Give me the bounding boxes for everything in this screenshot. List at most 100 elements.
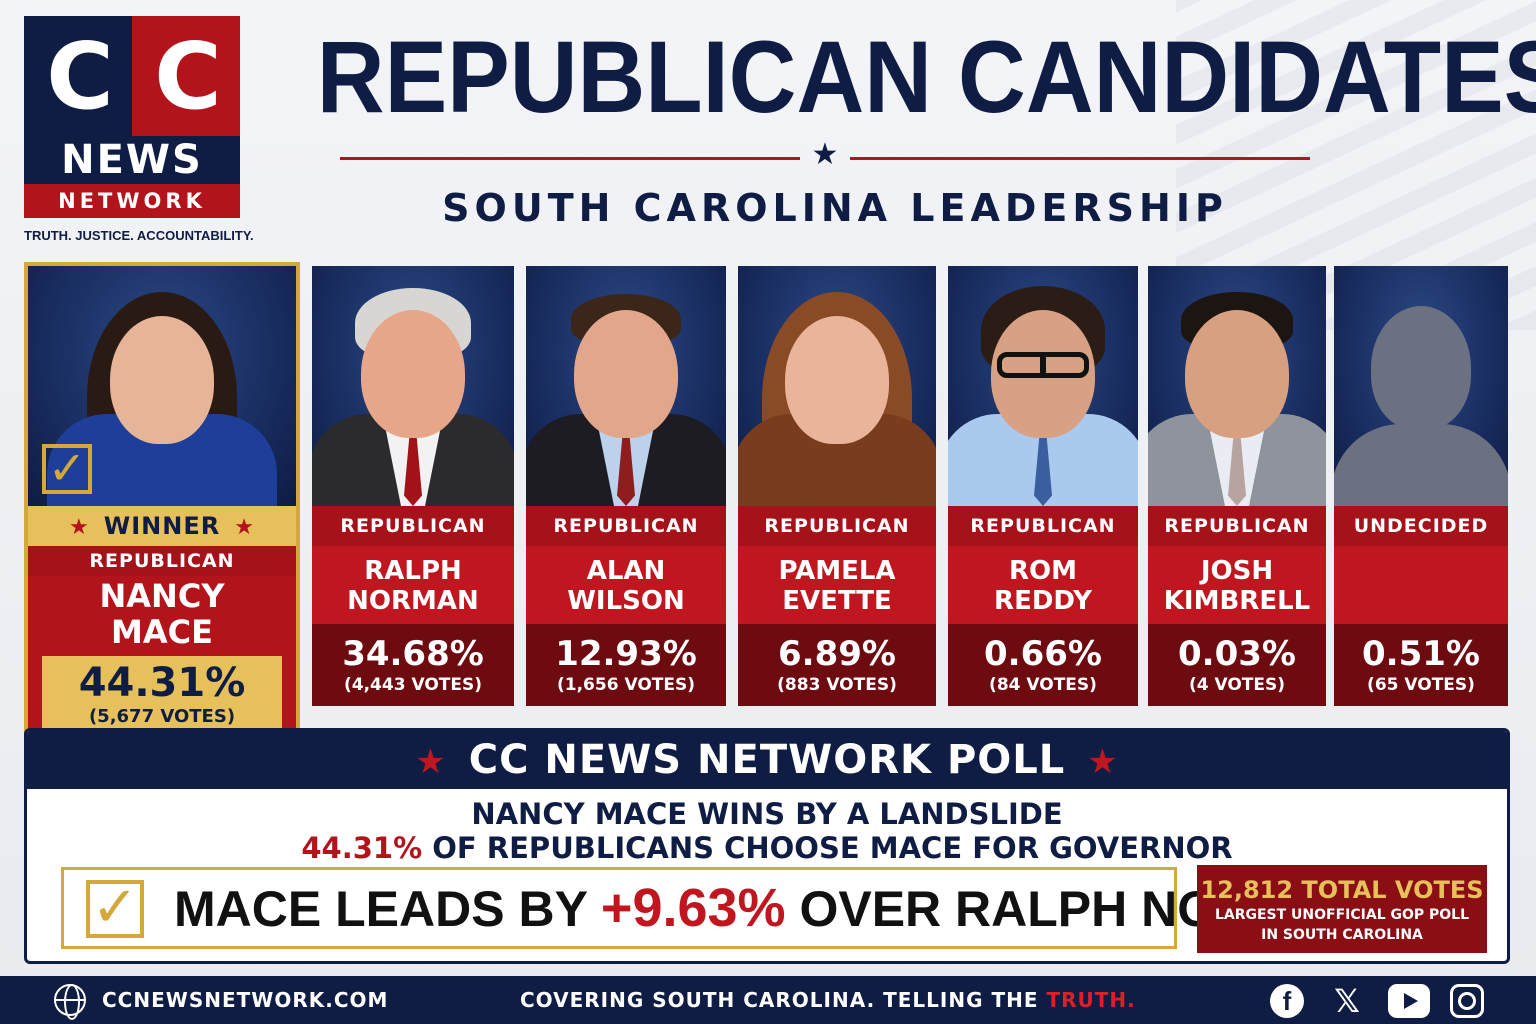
candidate-party: REPUBLICAN [312, 506, 514, 546]
youtube-icon[interactable] [1388, 984, 1430, 1018]
candidate-result: 0.51% (65 VOTES) [1334, 624, 1508, 706]
poll-header: ★ CC NEWS NETWORK POLL ★ [27, 731, 1507, 789]
logo-cc-mark: C C [24, 16, 240, 136]
divider-line-left [340, 157, 800, 160]
candidate-last-name: WILSON [567, 586, 685, 616]
title-divider: ★ [340, 140, 1310, 170]
poll-subheadline-text: OF REPUBLICANS CHOOSE MACE FOR GOVERNOR [422, 831, 1233, 865]
website-link[interactable]: CCNEWSNETWORK.COM [102, 988, 389, 1012]
candidate-percent: 34.68% [342, 634, 484, 674]
candidate-votes: (883 VOTES) [777, 675, 897, 695]
candidate-name: PAMELA EVETTE [738, 546, 936, 624]
silhouette-head-shape [1371, 306, 1471, 430]
globe-icon [54, 984, 86, 1020]
candidate-name [1334, 546, 1508, 624]
candidate-percent: 0.03% [1178, 634, 1296, 674]
check-icon: ✓ [86, 880, 144, 938]
candidate-result: 34.68% (4,443 VOTES) [312, 624, 514, 706]
candidate-result: 6.89% (883 VOTES) [738, 624, 936, 706]
star-icon: ★ [234, 515, 255, 540]
candidate-first-name: JOSH [1200, 556, 1274, 586]
candidate-name: JOSH KIMBRELL [1148, 546, 1326, 624]
face-shape [110, 316, 214, 444]
page-subtitle: SOUTH CAROLINA LEADERSHIP [442, 186, 1228, 230]
candidate-photo-pamela-evette [738, 266, 936, 506]
logo-tagline: TRUTH. JUSTICE. ACCOUNTABILITY. [24, 228, 254, 243]
winner-party: REPUBLICAN [28, 546, 296, 576]
tie-shape [1228, 436, 1246, 506]
footer-slogan-highlight: TRUTH. [1046, 988, 1136, 1012]
poll-headline: NANCY MACE WINS BY A LANDSLIDE [471, 797, 1063, 831]
lead-text-pre: MACE LEADS BY [174, 881, 601, 937]
tie-shape [1034, 436, 1052, 506]
candidate-card-undecided[interactable]: UNDECIDED 0.51% (65 VOTES) [1334, 266, 1508, 706]
poll-title: CC NEWS NETWORK POLL [468, 737, 1066, 783]
page-title: REPUBLICAN CANDIDATES [316, 20, 1536, 134]
candidate-result: 0.03% (4 VOTES) [1148, 624, 1326, 706]
candidate-party: REPUBLICAN [1148, 506, 1326, 546]
candidate-last-name: EVETTE [782, 586, 892, 616]
total-votes-sub-2: IN SOUTH CAROLINA [1261, 927, 1423, 943]
star-icon: ★ [415, 742, 447, 782]
candidate-card-ralph-norman[interactable]: REPUBLICAN RALPH NORMAN 34.68% (4,443 VO… [312, 266, 514, 706]
logo-network-text: NETWORK [24, 184, 240, 218]
candidate-percent: 12.93% [555, 634, 697, 674]
candidate-card-alan-wilson[interactable]: REPUBLICAN ALAN WILSON 12.93% (1,656 VOT… [526, 266, 726, 706]
winner-badge-label: WINNER [103, 512, 221, 540]
winner-votes: (5,677 VOTES) [88, 706, 236, 727]
lead-margin: +9.63% [600, 878, 786, 938]
candidate-card-josh-kimbrell[interactable]: REPUBLICAN JOSH KIMBRELL 0.03% (4 VOTES) [1148, 266, 1326, 706]
candidate-votes: (1,656 VOTES) [557, 675, 695, 695]
candidate-votes: (4,443 VOTES) [344, 675, 482, 695]
candidate-first-name: PAMELA [778, 556, 896, 586]
footer-slogan: COVERING SOUTH CAROLINA. TELLING THE TRU… [520, 976, 1136, 1024]
star-icon: ★ [69, 515, 90, 540]
candidate-percent: 0.66% [984, 634, 1102, 674]
instagram-icon[interactable] [1450, 984, 1484, 1018]
face-shape [1185, 310, 1289, 438]
candidate-votes: (65 VOTES) [1367, 675, 1475, 695]
undecided-silhouette-photo [1334, 266, 1508, 506]
candidate-name: RALPH NORMAN [312, 546, 514, 624]
cc-news-network-logo[interactable]: C C NEWS NETWORK TRUTH. JUSTICE. ACCOUNT… [24, 16, 254, 243]
facebook-icon[interactable]: f [1270, 984, 1304, 1018]
candidate-party: REPUBLICAN [738, 506, 936, 546]
total-votes: 12,812 TOTAL VOTES [1200, 876, 1484, 904]
x-icon[interactable]: 𝕏 [1334, 982, 1360, 1020]
candidate-last-name: REDDY [994, 586, 1092, 616]
logo-letter-c-1: C [24, 16, 132, 136]
candidate-last-name: NORMAN [347, 586, 479, 616]
glasses-shape [997, 352, 1089, 378]
candidate-card-pamela-evette[interactable]: REPUBLICAN PAMELA EVETTE 6.89% (883 VOTE… [738, 266, 936, 706]
winner-result: 44.31% (5,677 VOTES) [42, 656, 282, 730]
lead-callout: ✓ MACE LEADS BY +9.63% OVER RALPH NORMAN [61, 867, 1366, 949]
candidate-result: 12.93% (1,656 VOTES) [526, 624, 726, 706]
face-shape [574, 310, 678, 438]
winner-badge: ★ WINNER ★ [28, 506, 296, 546]
divider-line-right [850, 157, 1310, 160]
candidate-last-name: KIMBRELL [1163, 586, 1311, 616]
tie-shape [404, 436, 422, 506]
star-icon: ★ [811, 137, 839, 172]
total-votes-sub-1: LARGEST UNOFFICIAL GOP POLL [1214, 907, 1470, 923]
footer-slogan-text: COVERING SOUTH CAROLINA. TELLING THE [520, 988, 1047, 1012]
total-votes-badge: 12,812 TOTAL VOTES LARGEST UNOFFICIAL GO… [1197, 865, 1487, 953]
candidate-votes: (84 VOTES) [989, 675, 1097, 695]
winner-last-name: MACE [111, 613, 213, 651]
winner-percent: 44.31% [78, 660, 246, 706]
candidate-photo-alan-wilson [526, 266, 726, 506]
winner-first-name: NANCY [99, 577, 225, 615]
silhouette-body-shape [1334, 424, 1508, 506]
face-shape [785, 316, 889, 444]
lead-text: MACE LEADS BY +9.63% OVER RALPH NORMAN [174, 870, 1366, 946]
candidate-votes: (4 VOTES) [1188, 675, 1286, 695]
candidate-result: 0.66% (84 VOTES) [948, 624, 1138, 706]
footer-bar: CCNEWSNETWORK.COM COVERING SOUTH CAROLIN… [0, 976, 1536, 1024]
star-icon: ★ [1087, 742, 1119, 782]
winner-card-nancy-mace[interactable]: ✓ ★ WINNER ★ REPUBLICAN NANCY MACE 44.31% … [24, 262, 300, 736]
candidate-photo-ralph-norman [312, 266, 514, 506]
candidate-photo-rom-reddy [948, 266, 1138, 506]
tie-shape [617, 436, 635, 506]
candidate-card-rom-reddy[interactable]: REPUBLICAN ROM REDDY 0.66% (84 VOTES) [948, 266, 1138, 706]
logo-news-text: NEWS [24, 136, 240, 184]
